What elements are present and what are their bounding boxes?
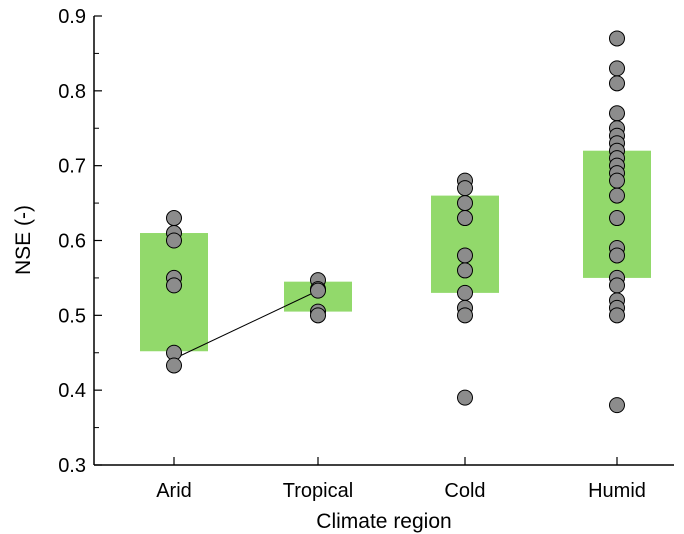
point-cold-3 [457,210,473,227]
point-humid-13 [609,210,625,227]
x-ticks: Arid Tropical Cold Humid [156,457,646,502]
point-arid-4 [166,277,182,294]
point-humid-15 [609,247,625,264]
point-humid-3 [609,105,625,122]
point-humid-11 [609,172,625,189]
y-tick-label: 0.5 [58,305,86,327]
point-arid-0 [166,210,182,227]
y-ticks: 0.3 0.4 0.5 0.6 0.7 0.8 0.9 [58,6,102,477]
point-humid-1 [609,60,625,77]
point-humid-2 [609,75,625,92]
range-boxes [140,150,651,352]
point-humid-21 [609,397,625,414]
y-axis-title: NSE (-) [12,205,35,275]
point-humid-20 [609,307,625,324]
connector-layer [173,290,319,360]
y-tick-label: 0.9 [58,6,86,28]
point-humid-0 [609,30,625,47]
x-tick-label-humid: Humid [588,480,646,502]
point-cold-1 [457,180,473,197]
x-axis-title: Climate region [316,510,451,533]
x-tick-label-tropical: Tropical [283,480,353,502]
y-tick-label: 0.3 [58,455,86,477]
point-tropical-4 [310,307,326,324]
point-arid-6 [166,357,182,374]
point-tropical-2 [310,282,326,299]
point-cold-4 [457,247,473,264]
point-humid-17 [609,277,625,294]
point-cold-6 [457,284,473,301]
point-cold-5 [457,262,473,279]
point-cold-9 [457,389,473,406]
point-arid-2 [166,232,182,249]
y-tick-label: 0.7 [58,156,86,178]
point-cold-2 [457,195,473,212]
point-humid-12 [609,187,625,204]
y-tick-label: 0.6 [58,231,86,253]
y-tick-label: 0.4 [58,380,86,402]
connector-line [173,290,319,360]
point-cold-8 [457,307,473,324]
data-points [166,30,625,414]
x-tick-label-cold: Cold [444,480,485,502]
x-tick-label-arid: Arid [156,480,192,502]
y-tick-label: 0.8 [58,81,86,103]
